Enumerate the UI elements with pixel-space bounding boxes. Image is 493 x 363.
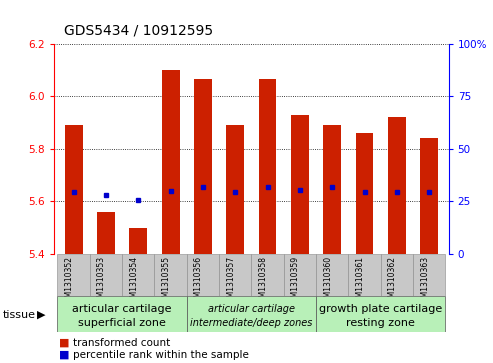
Bar: [58, 254, 90, 296]
Text: GSM1310357: GSM1310357: [226, 256, 235, 307]
Text: GSM1310354: GSM1310354: [129, 256, 138, 307]
Text: ■: ■: [59, 338, 70, 348]
Bar: [381, 254, 413, 296]
Text: percentile rank within the sample: percentile rank within the sample: [73, 350, 249, 360]
Text: GSM1310352: GSM1310352: [65, 256, 73, 307]
Text: GSM1310361: GSM1310361: [355, 256, 365, 307]
Bar: [58, 296, 187, 332]
Text: articular cartilage: articular cartilage: [208, 303, 295, 314]
Text: GSM1310360: GSM1310360: [323, 256, 332, 307]
Bar: [187, 254, 219, 296]
Bar: [122, 254, 154, 296]
Text: GSM1310362: GSM1310362: [388, 256, 397, 307]
Text: GSM1310355: GSM1310355: [162, 256, 171, 307]
Bar: [355, 133, 374, 254]
Bar: [349, 254, 381, 296]
Bar: [323, 125, 341, 254]
Bar: [316, 254, 349, 296]
Bar: [259, 79, 277, 254]
Text: superficial zone: superficial zone: [78, 318, 166, 328]
Bar: [194, 79, 212, 254]
Text: resting zone: resting zone: [346, 318, 415, 328]
Text: GDS5434 / 10912595: GDS5434 / 10912595: [64, 24, 213, 38]
Bar: [219, 254, 251, 296]
Bar: [90, 254, 122, 296]
Bar: [413, 254, 445, 296]
Text: tissue: tissue: [2, 310, 35, 320]
Bar: [251, 254, 284, 296]
Text: intermediate/deep zones: intermediate/deep zones: [190, 318, 313, 328]
Bar: [129, 228, 147, 254]
Bar: [291, 115, 309, 254]
Text: articular cartilage: articular cartilage: [72, 303, 172, 314]
Bar: [162, 70, 179, 254]
Bar: [97, 212, 115, 254]
Text: ■: ■: [59, 350, 70, 360]
Text: GSM1310359: GSM1310359: [291, 256, 300, 307]
Bar: [187, 296, 316, 332]
Bar: [65, 125, 82, 254]
Bar: [284, 254, 316, 296]
Text: GSM1310353: GSM1310353: [97, 256, 106, 307]
Text: transformed count: transformed count: [73, 338, 170, 348]
Text: GSM1310363: GSM1310363: [420, 256, 429, 307]
Bar: [388, 117, 406, 254]
Text: ▶: ▶: [37, 310, 45, 320]
Bar: [226, 125, 244, 254]
Bar: [421, 138, 438, 254]
Text: growth plate cartilage: growth plate cartilage: [319, 303, 442, 314]
Text: GSM1310356: GSM1310356: [194, 256, 203, 307]
Bar: [316, 296, 445, 332]
Text: GSM1310358: GSM1310358: [259, 256, 268, 307]
Bar: [154, 254, 187, 296]
